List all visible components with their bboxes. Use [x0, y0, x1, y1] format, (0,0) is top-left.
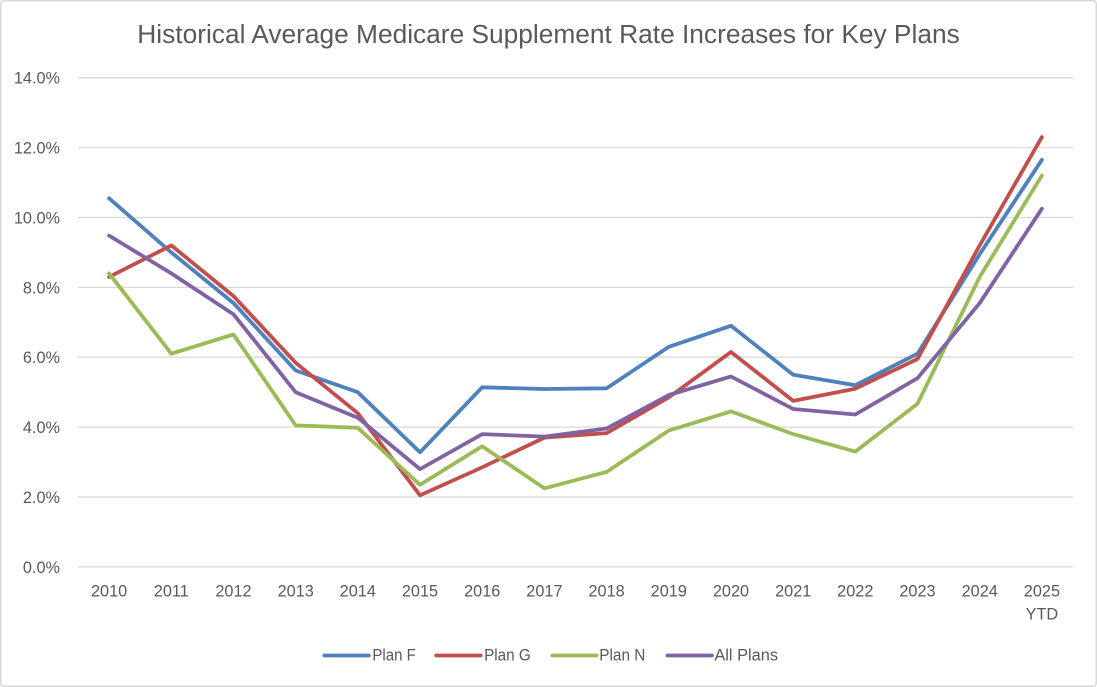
svg-text:YTD: YTD — [1026, 606, 1059, 624]
svg-text:2015: 2015 — [402, 583, 438, 601]
svg-text:Plan G: Plan G — [484, 646, 531, 665]
svg-text:2018: 2018 — [588, 583, 624, 601]
svg-text:2023: 2023 — [899, 583, 935, 601]
svg-text:0.0%: 0.0% — [23, 559, 60, 577]
svg-text:2025: 2025 — [1024, 583, 1060, 601]
svg-text:2012: 2012 — [215, 583, 251, 601]
svg-text:2010: 2010 — [91, 583, 127, 601]
svg-text:2014: 2014 — [340, 583, 376, 601]
svg-text:2020: 2020 — [713, 583, 749, 601]
svg-text:All Plans: All Plans — [714, 646, 778, 665]
svg-text:2017: 2017 — [526, 583, 562, 601]
svg-text:Historical Average Medicare Su: Historical Average Medicare Supplement R… — [137, 19, 959, 49]
svg-text:2022: 2022 — [837, 583, 873, 601]
svg-text:6.0%: 6.0% — [23, 349, 60, 367]
svg-text:2011: 2011 — [154, 583, 189, 601]
svg-text:14.0%: 14.0% — [14, 70, 60, 88]
svg-text:2.0%: 2.0% — [23, 489, 60, 507]
svg-text:2021: 2021 — [775, 583, 811, 601]
svg-text:2013: 2013 — [278, 583, 314, 601]
svg-text:8.0%: 8.0% — [23, 279, 60, 297]
svg-text:4.0%: 4.0% — [23, 419, 60, 437]
svg-text:10.0%: 10.0% — [14, 210, 60, 228]
svg-text:Plan F: Plan F — [372, 646, 415, 665]
svg-text:2019: 2019 — [651, 583, 687, 601]
svg-text:Plan N: Plan N — [599, 646, 645, 665]
svg-text:12.0%: 12.0% — [14, 140, 60, 158]
svg-text:2016: 2016 — [464, 583, 500, 601]
svg-text:2024: 2024 — [962, 583, 998, 601]
